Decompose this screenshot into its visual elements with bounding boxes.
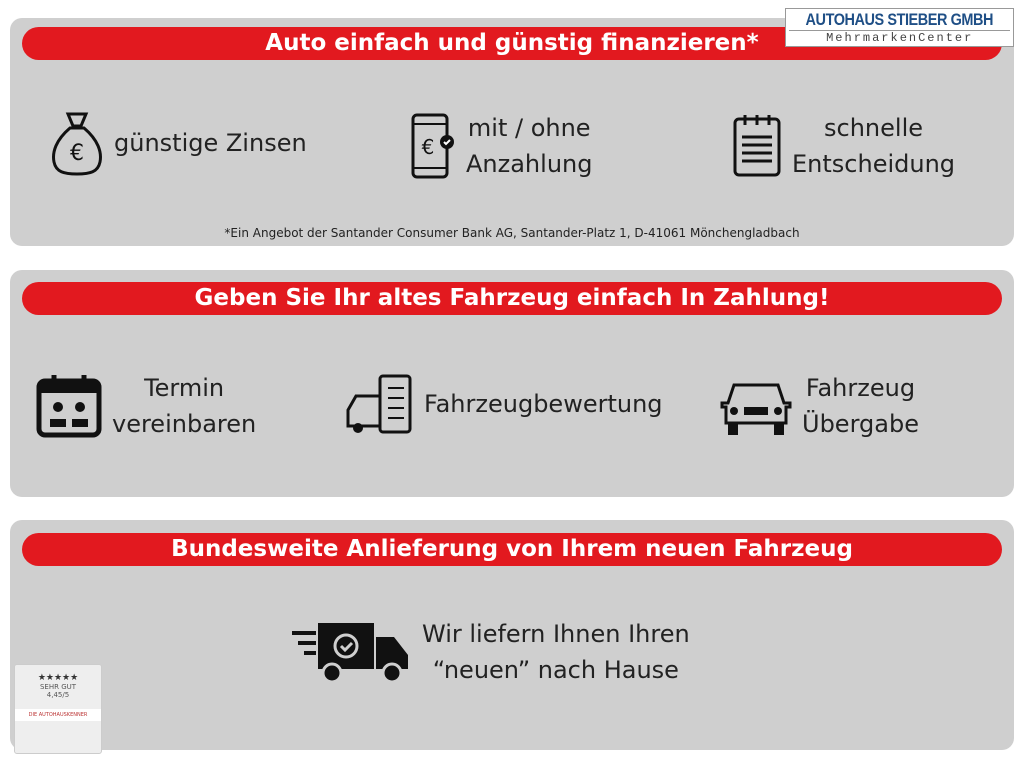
delivery-truck-icon: [292, 623, 408, 684]
feature-handover: Fahrzeug Übergabe: [720, 370, 919, 442]
feature-down-payment: € mit / ohne Anzahlung: [410, 110, 592, 182]
calendar-meeting-icon: [36, 375, 102, 438]
delivery-title: Bundesweite Anlieferung von Ihrem neuen …: [22, 533, 1002, 566]
financing-panel: Auto einfach und günstig finanzieren* € …: [10, 18, 1014, 246]
dealer-logo: AUTOHAUS STIEBER GMBH MehrmarkenCenter: [785, 8, 1014, 47]
car-checklist-icon: [346, 374, 412, 434]
delivery-panel: Bundesweite Anlieferung von Ihrem neuen …: [10, 520, 1014, 750]
trade-in-panel: Geben Sie Ihr altes Fahrzeug einfach In …: [10, 270, 1014, 497]
feature-appointment: Termin vereinbaren: [36, 370, 256, 442]
feature-low-interest: € günstige Zinsen: [50, 110, 307, 176]
feature-delivery: Wir liefern Ihnen Ihren “neuen” nach Hau…: [292, 616, 690, 688]
smartphone-euro-icon: €: [411, 113, 454, 179]
svg-text:€: €: [422, 135, 435, 159]
notepad-icon: [733, 115, 781, 177]
rating-badge[interactable]: ★★★★★ SEHR GUT 4,45/5 DIE AUTOHAUSKENNER: [14, 664, 102, 754]
svg-text:€: €: [70, 141, 84, 166]
money-bag-euro-icon: €: [52, 112, 102, 176]
trade-in-title: Geben Sie Ihr altes Fahrzeug einfach In …: [22, 282, 1002, 315]
feature-valuation: Fahrzeugbewertung: [346, 372, 663, 436]
feature-fast-decision: schnelle Entscheidung: [732, 110, 955, 182]
footnote: *Ein Angebot der Santander Consumer Bank…: [224, 226, 800, 240]
car-front-icon: [720, 383, 792, 435]
